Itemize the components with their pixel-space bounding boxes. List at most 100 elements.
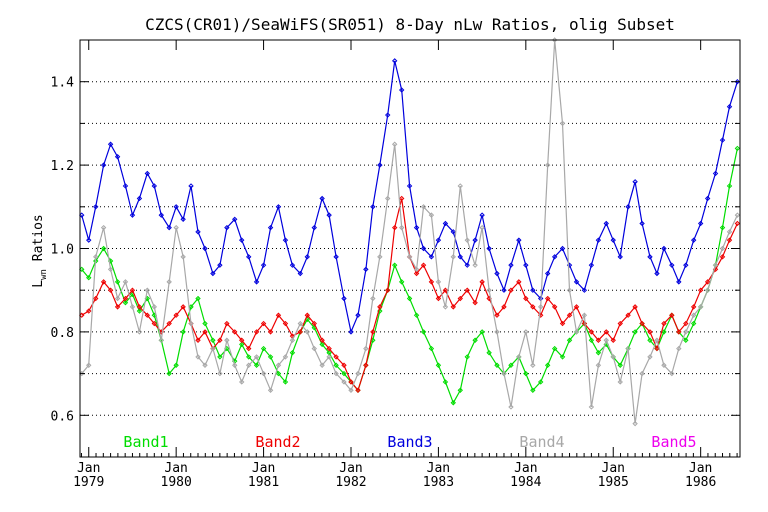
- y-axis-label-main: L: [31, 280, 46, 288]
- data-point: [180, 329, 186, 335]
- data-point: [297, 320, 303, 327]
- data-point: [428, 279, 435, 285]
- data-point: [129, 212, 136, 218]
- data-point: [617, 254, 623, 260]
- data-point: [406, 183, 413, 189]
- data-point: [516, 237, 522, 243]
- data-point: [341, 295, 347, 302]
- data-point: [333, 362, 339, 368]
- data-point: [275, 312, 282, 318]
- data-point: [144, 170, 151, 177]
- data-point: [544, 270, 551, 277]
- data-point: [632, 304, 638, 310]
- data-point: [690, 312, 697, 318]
- data-point: [217, 370, 223, 377]
- data-point: [333, 354, 339, 360]
- series-layer: [79, 37, 741, 427]
- data-point: [217, 262, 223, 268]
- data-point: [450, 254, 456, 260]
- data-point: [86, 308, 92, 314]
- data-point: [114, 304, 121, 310]
- data-point: [260, 320, 267, 327]
- data-point: [551, 254, 558, 260]
- series-band3: [79, 58, 741, 335]
- data-point: [173, 224, 179, 231]
- data-point: [253, 362, 260, 368]
- data-point: [581, 320, 588, 327]
- x-tick-label-month: Jan: [689, 461, 712, 476]
- data-point: [661, 245, 667, 252]
- data-point: [166, 320, 172, 327]
- data-point: [661, 362, 667, 368]
- y-tick-label: 0.6: [51, 409, 74, 424]
- data-point: [588, 262, 595, 268]
- data-point: [442, 220, 449, 227]
- data-point: [420, 245, 427, 252]
- data-point: [107, 266, 114, 273]
- data-point: [479, 224, 485, 231]
- data-point: [180, 304, 186, 310]
- data-point: [734, 145, 741, 152]
- data-point: [304, 329, 310, 335]
- data-point: [202, 245, 208, 252]
- data-point: [726, 229, 733, 235]
- data-point: [442, 379, 449, 385]
- legend-band5: Band5: [651, 433, 696, 451]
- x-tick-label-month: Jan: [514, 461, 537, 476]
- data-point: [734, 212, 741, 218]
- data-point: [690, 304, 697, 310]
- data-point: [282, 354, 289, 360]
- data-point: [391, 58, 398, 64]
- data-point: [712, 262, 719, 268]
- data-point: [377, 304, 383, 310]
- data-point: [188, 304, 194, 310]
- data-point: [603, 337, 609, 343]
- data-point: [654, 345, 660, 352]
- y-tick-label: 1.4: [51, 76, 75, 91]
- data-point: [297, 329, 303, 335]
- data-point: [472, 262, 478, 268]
- data-point: [530, 387, 536, 393]
- data-point: [398, 279, 405, 285]
- data-point: [195, 229, 201, 235]
- data-point: [136, 195, 143, 202]
- data-point: [385, 195, 391, 202]
- data-point: [413, 224, 420, 231]
- data-point: [501, 287, 507, 293]
- data-point: [385, 287, 391, 293]
- data-point: [363, 266, 369, 273]
- data-point: [246, 254, 252, 260]
- data-point: [697, 287, 704, 293]
- data-point: [151, 320, 158, 327]
- data-point: [494, 362, 500, 368]
- data-point: [697, 304, 704, 310]
- data-point: [319, 362, 325, 368]
- legend-band1: Band1: [123, 433, 168, 451]
- data-point: [100, 245, 107, 252]
- data-point: [100, 224, 107, 231]
- data-point: [173, 204, 179, 210]
- data-point: [180, 216, 186, 223]
- data-point: [246, 345, 252, 352]
- data-point: [391, 141, 398, 147]
- data-point: [428, 345, 435, 352]
- data-point: [588, 337, 595, 343]
- data-point: [464, 354, 470, 360]
- data-point: [610, 354, 616, 360]
- data-point: [420, 204, 427, 210]
- data-point: [173, 312, 179, 318]
- series-line: [81, 39, 738, 424]
- data-point: [450, 229, 456, 235]
- data-point: [676, 329, 682, 335]
- data-point: [647, 337, 653, 343]
- data-point: [566, 312, 573, 318]
- data-point: [100, 162, 107, 168]
- x-tick-label-month: Jan: [339, 461, 362, 476]
- data-point: [697, 220, 704, 227]
- data-point: [690, 320, 697, 327]
- data-point: [719, 137, 726, 143]
- data-point: [516, 354, 522, 360]
- data-point: [114, 154, 121, 160]
- data-point: [523, 262, 529, 268]
- data-point: [632, 179, 638, 185]
